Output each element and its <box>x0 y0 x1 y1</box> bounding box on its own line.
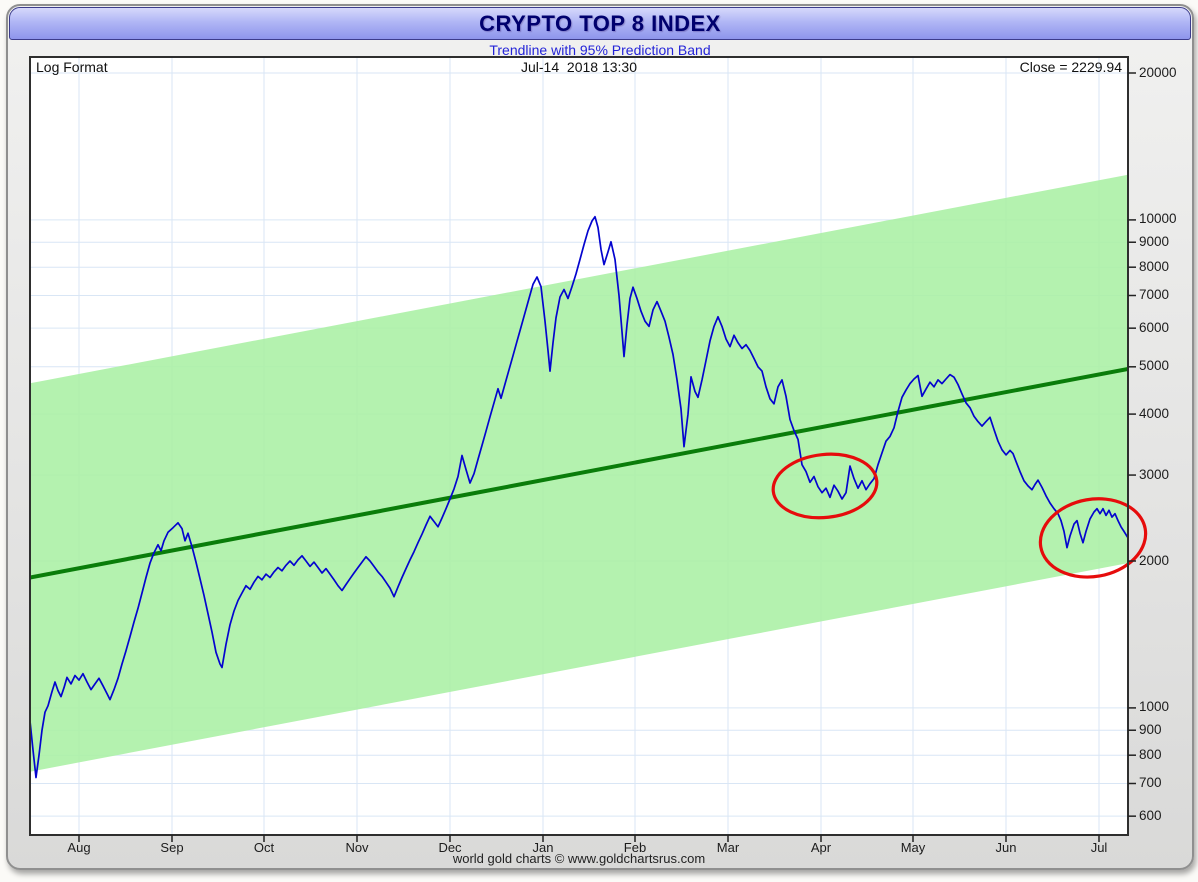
y-tick-label: 1000 <box>1139 699 1170 715</box>
close-value-label: Close = 2229.94 <box>1019 59 1122 75</box>
plot-border <box>29 56 1129 836</box>
annotation-ellipse-2 <box>1038 497 1148 579</box>
y-tick-label: 20000 <box>1139 64 1177 80</box>
x-tick-label: Aug <box>67 840 91 855</box>
chart-title-bar: CRYPTO TOP 8 INDEX <box>9 7 1191 40</box>
y-tick-label: 6000 <box>1139 319 1170 335</box>
x-tick-label: Sep <box>160 840 184 855</box>
trendline <box>30 366 1128 580</box>
chart-title: CRYPTO TOP 8 INDEX <box>479 10 721 36</box>
x-tick-label: Jun <box>995 840 1017 855</box>
y-tick-label: 900 <box>1139 721 1162 737</box>
x-tick-label: Feb <box>623 840 647 855</box>
y-tick-label: 4000 <box>1139 405 1170 421</box>
x-tick-label: Jan <box>532 840 554 855</box>
plot-area <box>30 57 1128 835</box>
annotation-ellipse-1 <box>771 452 879 520</box>
log-format-label: Log Format <box>36 59 108 75</box>
x-tick-label: May <box>900 840 926 855</box>
y-tick-label: 5000 <box>1139 358 1170 374</box>
x-tick-label: Jul <box>1090 840 1108 855</box>
attribution-text: world gold charts © www.goldchartsrus.co… <box>452 851 706 866</box>
datetime-label: Jul-14 2018 13:30 <box>521 59 637 75</box>
x-tick-label: Oct <box>253 840 275 855</box>
y-tick-label: 700 <box>1139 774 1162 790</box>
y-tick-label: 10000 <box>1139 211 1177 227</box>
y-tick-label: 9000 <box>1139 233 1170 249</box>
y-tick-label: 600 <box>1139 807 1162 823</box>
y-tick-label: 8000 <box>1139 258 1170 274</box>
x-tick-label: Nov <box>345 840 369 855</box>
price-line <box>30 215 1128 779</box>
x-tick-label: Dec <box>438 840 462 855</box>
x-tick-label: Mar <box>716 840 740 855</box>
y-tick-label: 7000 <box>1139 286 1170 302</box>
chart-subtitle: Trendline with 95% Prediction Band <box>489 42 711 58</box>
y-tick-label: 800 <box>1139 746 1162 762</box>
y-tick-label: 3000 <box>1139 466 1170 482</box>
x-tick-label: Apr <box>810 840 832 855</box>
y-tick-label: 2000 <box>1139 552 1170 568</box>
